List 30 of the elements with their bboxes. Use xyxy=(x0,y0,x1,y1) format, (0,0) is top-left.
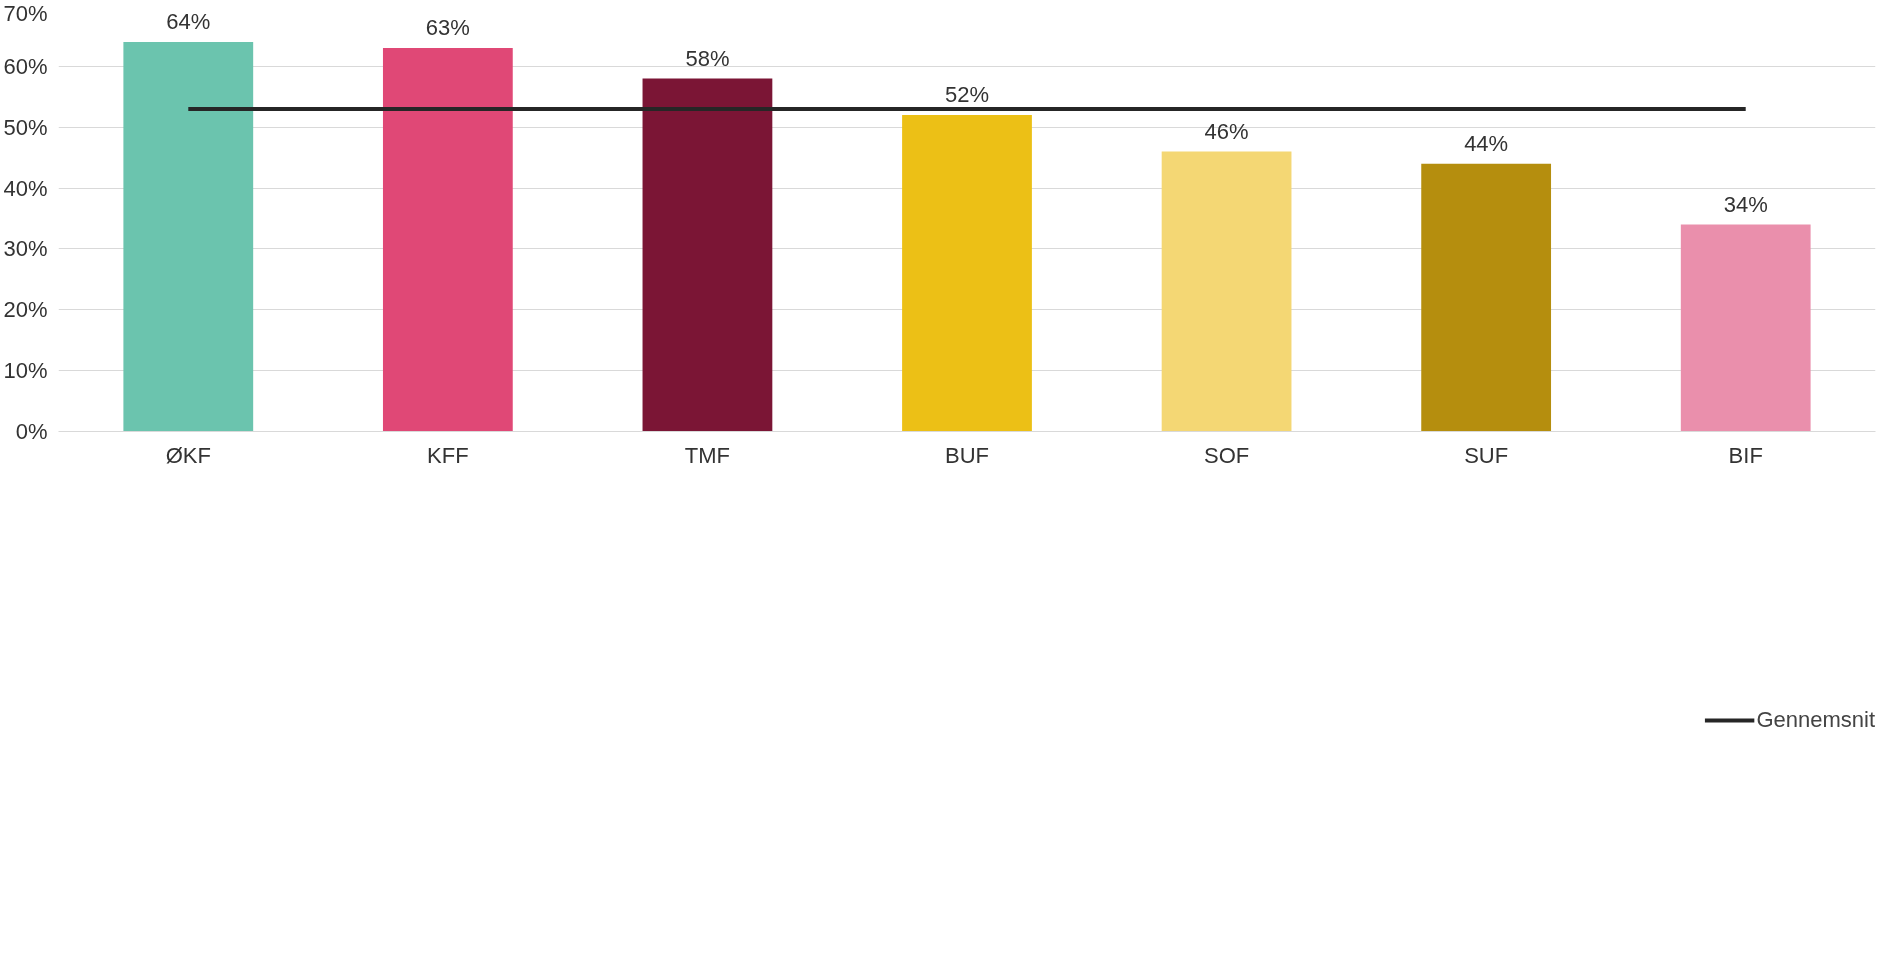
x-tick-label: KFF xyxy=(427,442,469,468)
data-label: 46% xyxy=(1204,118,1249,144)
bar xyxy=(1680,224,1811,432)
data-label: 34% xyxy=(1723,191,1768,217)
x-tick-label: SUF xyxy=(1464,442,1509,468)
y-tick-label: 70% xyxy=(3,0,48,26)
x-tick-label: BIF xyxy=(1728,442,1763,468)
x-tick-label: SOF xyxy=(1203,442,1250,468)
bar xyxy=(902,115,1032,432)
y-tick-label: 10% xyxy=(3,358,48,384)
legend-label: Gennemsnit xyxy=(1756,707,1875,733)
bar xyxy=(1161,151,1292,432)
x-tick-label: TMF xyxy=(684,442,731,468)
x-tick-label: BUF xyxy=(945,442,989,468)
x-tick-label: ØKF xyxy=(165,442,211,468)
data-label: 44% xyxy=(1464,130,1509,156)
bar xyxy=(1421,163,1552,432)
data-label: 52% xyxy=(944,82,990,108)
y-tick-label: 30% xyxy=(3,236,48,262)
bar xyxy=(642,78,773,432)
data-label: 63% xyxy=(425,15,470,41)
y-tick-label: 20% xyxy=(3,297,48,323)
data-label: 64% xyxy=(166,9,211,35)
y-tick-label: 60% xyxy=(3,53,48,79)
bar xyxy=(123,42,254,432)
y-tick-label: 50% xyxy=(3,114,48,140)
y-tick-label: 40% xyxy=(3,175,48,201)
data-label: 58% xyxy=(685,45,730,71)
bar xyxy=(382,48,513,432)
y-tick-label: 0% xyxy=(15,419,48,444)
